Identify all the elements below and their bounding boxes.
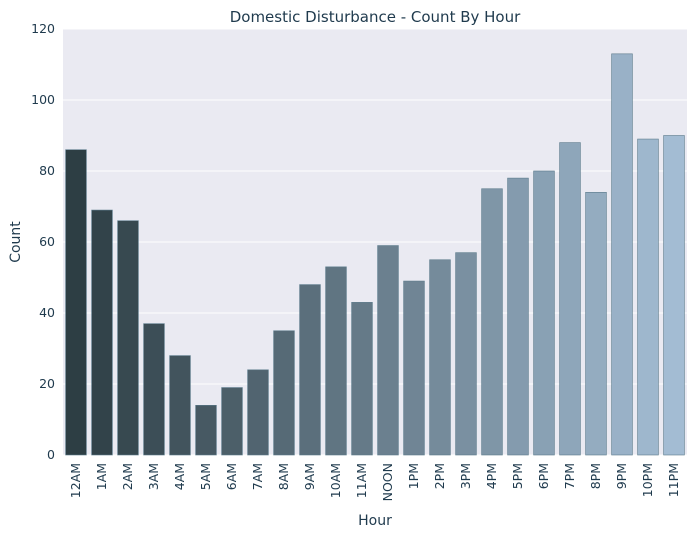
x-tick-label: 4AM — [172, 463, 187, 490]
bar-6pm — [533, 170, 555, 456]
bar-3pm — [455, 252, 477, 456]
x-axis-ticks: 12AM 1AM 2AM 3AM 4AM 5AM 6AM 7AM 8AM 9AM 10AM 11AM N… — [68, 463, 681, 501]
bars — [65, 53, 685, 456]
bar-8pm — [585, 192, 607, 456]
x-tick-label: 5PM — [510, 463, 525, 489]
x-axis-label: Hour — [358, 513, 392, 529]
x-tick-label: 11PM — [666, 463, 681, 497]
x-tick-label: 2PM — [432, 463, 447, 489]
bar-3am — [143, 323, 165, 456]
x-tick-label: 3AM — [146, 463, 161, 490]
bar-12am — [65, 149, 87, 456]
bar-4am — [169, 355, 191, 456]
y-tick-label: 120 — [31, 21, 55, 36]
bar-10pm — [637, 138, 659, 456]
bar-11pm — [663, 135, 685, 456]
bar-6am — [221, 387, 243, 456]
bar-noon — [377, 245, 399, 456]
x-tick-label: 11AM — [354, 463, 369, 498]
y-tick-label: 60 — [39, 234, 55, 249]
x-tick-label: 6PM — [536, 463, 551, 489]
x-tick-label: 8PM — [588, 463, 603, 489]
bar-5am — [195, 404, 217, 456]
gridlines — [63, 28, 687, 456]
x-tick-label: 12AM — [68, 463, 83, 498]
bar-2am — [117, 220, 139, 456]
y-tick-label: 20 — [39, 376, 55, 391]
x-tick-label: 10PM — [640, 463, 655, 497]
y-axis-ticks: 0 20 40 60 80 100 120 — [31, 21, 55, 462]
bar-7am — [247, 369, 269, 456]
y-tick-label: 40 — [39, 305, 55, 320]
bar-8am — [273, 330, 295, 456]
x-tick-label: 2AM — [120, 463, 135, 490]
y-tick-label: 0 — [47, 447, 55, 462]
y-tick-label: 80 — [39, 163, 55, 178]
y-tick-label: 100 — [31, 92, 55, 107]
x-tick-label: 3PM — [458, 463, 473, 489]
bar-11am — [351, 302, 373, 456]
x-tick-label: 6AM — [224, 463, 239, 490]
x-tick-label: 7PM — [562, 463, 577, 489]
x-tick-label: 9AM — [302, 463, 317, 490]
x-tick-label: 10AM — [328, 463, 343, 498]
bar-5pm — [507, 177, 529, 456]
x-tick-label: 5AM — [198, 463, 213, 490]
x-tick-label: NOON — [380, 463, 395, 501]
bar-1pm — [403, 280, 425, 456]
bar-4pm — [481, 188, 503, 456]
bar-9am — [299, 284, 321, 456]
x-tick-label: 7AM — [250, 463, 265, 490]
bar-1am — [91, 209, 113, 456]
bar-2pm — [429, 259, 451, 456]
x-tick-label: 9PM — [614, 463, 629, 489]
bar-9pm — [611, 53, 633, 456]
x-tick-label: 4PM — [484, 463, 499, 489]
bar-10am — [325, 266, 347, 456]
chart-title: Domestic Disturbance - Count By Hour — [230, 8, 521, 26]
x-tick-label: 1AM — [94, 463, 109, 490]
x-tick-label: 1PM — [406, 463, 421, 489]
x-tick-label: 8AM — [276, 463, 291, 490]
bar-7pm — [559, 142, 581, 456]
y-axis-label: Count — [8, 221, 24, 263]
